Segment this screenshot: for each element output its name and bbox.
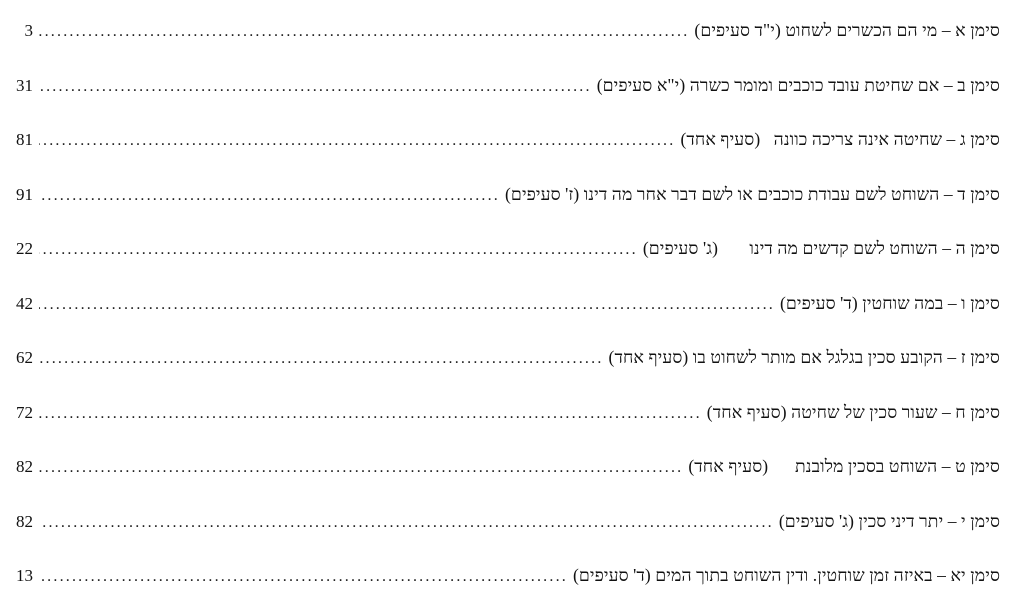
dot-leader: ........................................… xyxy=(39,132,676,149)
toc-entry-page-number: 82 xyxy=(16,457,33,476)
toc-entry-page-number: 3 xyxy=(24,21,34,40)
toc-entry-title: סימן י – יתר דיני סכין (ג' סעיפים) xyxy=(778,510,1000,531)
toc-entry-title: סימן ב – אם שחיטת עובד כוכבים ומומר כשרה… xyxy=(596,74,1000,95)
toc-entry-page-number: 22 xyxy=(16,239,33,258)
toc-entry-title: סימן ה – השוחט לשם קדשים מה דינו (ג' סעי… xyxy=(642,238,1000,258)
dot-leader: ........................................… xyxy=(39,241,638,258)
toc-entry-title: סימן א – מי הם הכשרים לשחוט (י"ד סעיפים) xyxy=(694,20,1000,40)
toc-entry: סימן ט – השוחט בסכין מלובנת (סעיף אחד) .… xyxy=(15,440,1000,495)
toc-entry-title: סימן ז – הקובע סכין בגלגל אם מותר לשחוט … xyxy=(608,347,1000,367)
toc-entry-title: סימן ו – במה שוחטין (ד' סעיפים) xyxy=(779,292,1000,313)
toc-entry-page-number: 91 xyxy=(16,184,33,204)
dot-leader: ........................................… xyxy=(39,77,592,95)
toc-entry: סימן ג – שחיטה אינה צריכה כוונה (סעיף אח… xyxy=(15,113,1000,168)
toc-entry-title: סימן יא – באיזה זמן שוחטין. ודין השוחט ב… xyxy=(572,565,1000,585)
dot-leader: ........................................… xyxy=(39,350,604,367)
dot-leader: ........................................… xyxy=(39,568,568,585)
toc-entry: סימן ד – השוחט לשם עבודת כוכבים או לשם ד… xyxy=(15,168,1000,223)
toc-entry: סימן ח – שעור סכין של שחיטה (סעיף אחד) .… xyxy=(15,386,1000,441)
toc-entry: סימן י – יתר דיני סכין (ג' סעיפים) .....… xyxy=(15,495,1000,550)
toc-entry: סימן ב – אם שחיטת עובד כוכבים ומומר כשרה… xyxy=(15,59,1000,114)
toc-entry-page-number: 13 xyxy=(16,566,33,585)
dot-leader: ........................................… xyxy=(39,23,690,40)
toc-entry: סימן ו – במה שוחטין (ד' סעיפים) ........… xyxy=(15,277,1000,332)
toc-entry-page-number: 82 xyxy=(16,511,33,531)
toc-entry-title: סימן ח – שעור סכין של שחיטה (סעיף אחד) xyxy=(706,401,1000,422)
dot-leader: ........................................… xyxy=(39,186,500,204)
toc-entry-page-number: 31 xyxy=(16,75,33,95)
dot-leader: ........................................… xyxy=(39,513,774,531)
toc-entry: סימן ז – הקובע סכין בגלגל אם מותר לשחוט … xyxy=(15,331,1000,386)
dot-leader: ........................................… xyxy=(39,459,684,476)
dot-leader: ........................................… xyxy=(39,404,702,422)
toc-entry-title: סימן ג – שחיטה אינה צריכה כוונה (סעיף אח… xyxy=(680,129,1000,149)
toc-entry-title: סימן ט – השוחט בסכין מלובנת (סעיף אחד) xyxy=(688,456,1000,476)
toc-entry: סימן יא – באיזה זמן שוחטין. ודין השוחט ב… xyxy=(15,549,1000,604)
toc-entry-page-number: 42 xyxy=(16,293,33,313)
toc-entry-page-number: 62 xyxy=(16,348,33,367)
dot-leader: ........................................… xyxy=(39,295,775,313)
toc-entry-title: סימן ד – השוחט לשם עבודת כוכבים או לשם ד… xyxy=(505,183,1000,204)
toc-entry: סימן א – מי הם הכשרים לשחוט (י"ד סעיפים)… xyxy=(15,4,1000,59)
toc-entry-page-number: 81 xyxy=(16,130,33,149)
toc-entry: סימן ה – השוחט לשם קדשים מה דינו (ג' סעי… xyxy=(15,222,1000,277)
toc-entry-page-number: 72 xyxy=(16,402,33,422)
